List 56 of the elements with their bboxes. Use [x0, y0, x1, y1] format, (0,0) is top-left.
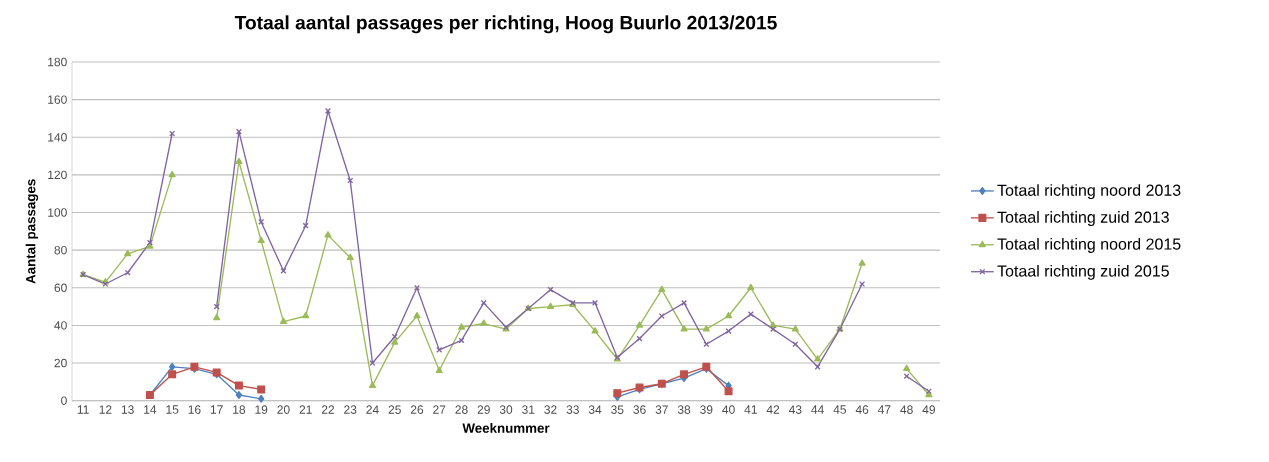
x-tick-label: 40 [722, 405, 735, 414]
y-tick-label: 120 [48, 170, 67, 180]
y-tick-label: 140 [48, 133, 67, 142]
x-tick-label: 31 [522, 405, 535, 414]
y-tick-label: 20 [54, 358, 67, 368]
x-tick-label: 28 [455, 405, 468, 414]
y-axis-title: Aantal passages [25, 179, 39, 284]
x-tick-label: 23 [344, 405, 357, 414]
x-tick-label: 32 [544, 405, 557, 414]
y-tick-label: 40 [54, 321, 67, 330]
x-tick-label: 24 [366, 405, 379, 414]
x-tick-label: 48 [900, 405, 913, 414]
x-tick-label: 19 [255, 405, 268, 414]
x-tick-label: 46 [855, 405, 869, 414]
x-tick-label: 22 [321, 405, 335, 414]
x-tick-label: 35 [611, 405, 624, 414]
x-tick-label: 43 [788, 405, 802, 414]
x-tick-label: 12 [99, 405, 112, 414]
x-tick-label: 29 [477, 405, 490, 414]
x-tick-label: 21 [299, 405, 312, 414]
x-tick-label: 47 [877, 405, 891, 414]
x-tick-label: 15 [166, 405, 179, 414]
x-tick-label: 25 [388, 405, 401, 414]
y-tick-label: 100 [48, 208, 67, 217]
legend-label: Totaal richting noord 2015 [997, 238, 1181, 253]
x-tick-label: 38 [677, 405, 691, 414]
x-tick-label: 34 [588, 405, 602, 414]
y-tick-label: 160 [48, 95, 67, 104]
x-tick-label: 30 [499, 405, 513, 414]
x-tick-label: 11 [77, 405, 89, 414]
chart-title: Totaal aantal passages per richting, Hoog Buurlo 2013/2015 [234, 15, 777, 34]
x-tick-label: 45 [833, 405, 847, 414]
x-tick-label: 33 [566, 405, 579, 414]
x-axis-title: Weeknummer [462, 423, 550, 433]
x-tick-label: 20 [277, 405, 290, 414]
y-tick-label: 180 [48, 57, 67, 67]
x-tick-label: 39 [700, 405, 713, 414]
x-tick-label: 44 [811, 405, 824, 414]
y-tick-label: 80 [54, 245, 67, 255]
x-tick-label: 17 [210, 405, 223, 414]
x-tick-label: 36 [633, 405, 646, 414]
x-tick-label: 27 [433, 405, 446, 414]
x-tick-label: 13 [121, 405, 134, 414]
y-tick-label: 0 [61, 396, 67, 405]
x-tick-label: 37 [655, 405, 668, 414]
legend-label: Totaal richting zuid 2013 [997, 211, 1169, 226]
legend-label: Totaal richting zuid 2015 [997, 264, 1169, 280]
x-tick-label: 16 [188, 405, 201, 414]
x-tick-label: 42 [766, 405, 780, 414]
x-tick-label: 49 [922, 405, 935, 414]
x-tick-label: 14 [144, 405, 157, 414]
x-tick-label: 18 [233, 405, 246, 414]
x-tick-label: 41 [744, 405, 757, 414]
y-tick-label: 60 [54, 283, 67, 293]
legend-label: Totaal richting noord 2013 [997, 184, 1181, 200]
x-tick-label: 26 [410, 405, 424, 414]
